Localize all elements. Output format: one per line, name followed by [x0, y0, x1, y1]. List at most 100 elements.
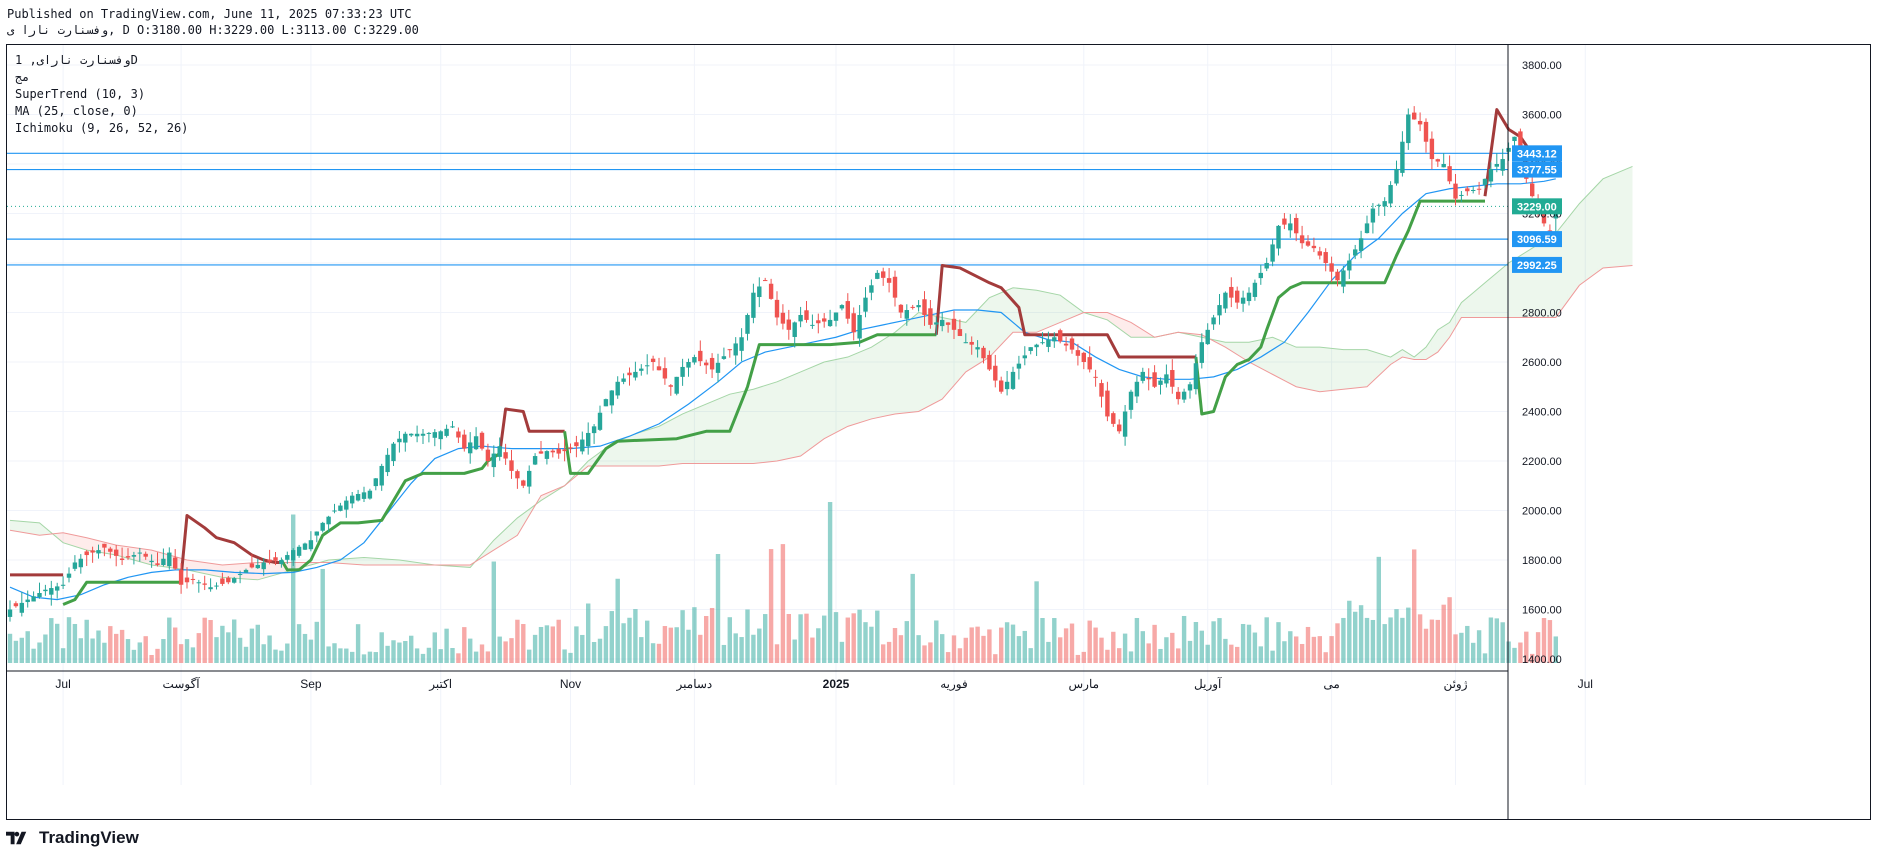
- candle-body: [314, 531, 319, 536]
- candle-body: [928, 308, 933, 325]
- volume-bar: [373, 652, 378, 663]
- ichimoku-cloud-green: [771, 381, 777, 462]
- volume-bar: [226, 632, 231, 663]
- volume-bar: [19, 637, 24, 663]
- ichimoku-cloud-green: [15, 520, 22, 533]
- candle-body: [686, 362, 691, 368]
- price-axis-tick: 1400.00: [1522, 654, 1562, 666]
- candle-body: [1311, 245, 1317, 249]
- candle-body: [586, 432, 591, 447]
- volume-bar: [863, 622, 868, 663]
- volume-bar: [7, 633, 13, 663]
- candle-body: [1229, 286, 1234, 298]
- volume-bar: [1111, 631, 1116, 663]
- volume-bar: [161, 639, 166, 663]
- candle-body: [733, 343, 738, 356]
- legend-supertrend[interactable]: SuperTrend (10, 3): [15, 87, 146, 101]
- ichimoku-cloud-green: [965, 316, 972, 372]
- volume-bar: [279, 650, 284, 663]
- last-price-label-bg: [1512, 198, 1562, 215]
- ichimoku-cloud-green: [900, 322, 907, 414]
- volume-bar: [379, 632, 384, 663]
- legend-ma[interactable]: MA (25, close, 0): [15, 104, 138, 118]
- candle-body: [957, 329, 963, 337]
- candle-body: [84, 551, 89, 556]
- candle-body: [49, 588, 54, 595]
- ichimoku-cloud-green: [1461, 297, 1468, 318]
- ichimoku-cloud-green: [1597, 178, 1603, 273]
- volume-bar: [916, 635, 921, 663]
- time-axis-tick: 2025: [823, 677, 850, 691]
- ichimoku-cloud-green: [1549, 233, 1556, 318]
- candle-body: [816, 320, 821, 324]
- volume-bar: [1087, 620, 1092, 663]
- candle-body: [114, 549, 119, 556]
- candle-body: [308, 540, 314, 550]
- indicator-legend: وفسنارت نارای, 1D مج SuperTrend (10, 3) …: [15, 52, 188, 137]
- candle-body: [833, 312, 839, 321]
- volume-bar: [1447, 597, 1452, 663]
- volume-bar: [1058, 637, 1063, 663]
- level-price-label: 2992.25: [1517, 260, 1557, 272]
- volume-bar: [1553, 636, 1558, 663]
- legend-exchange: مج: [15, 70, 30, 84]
- ichimoku-cloud-red: [74, 535, 81, 549]
- ichimoku-cloud-green: [1603, 176, 1609, 268]
- volume-bar: [49, 618, 54, 663]
- volume-bar: [1305, 626, 1311, 663]
- legend-ichimoku[interactable]: Ichimoku (9, 26, 52, 26): [15, 121, 189, 135]
- candle-body: [1223, 292, 1228, 309]
- ichimoku-cloud-green: [10, 520, 16, 532]
- ichimoku-cloud-green: [1313, 347, 1320, 392]
- candle-body: [822, 318, 827, 322]
- volume-bar: [355, 624, 361, 663]
- ichimoku-cloud-green: [1060, 295, 1067, 323]
- volume-bar: [1146, 643, 1151, 663]
- candle-body: [1081, 352, 1086, 362]
- ichimoku-cloud-green: [369, 557, 376, 565]
- volume-bar: [704, 616, 709, 663]
- volume-bar: [1530, 653, 1535, 663]
- volume-bar: [1400, 617, 1405, 663]
- volume-bar: [1264, 617, 1269, 663]
- candle-body: [538, 451, 544, 454]
- published-caption: Published on TradingView.com, June 11, 2…: [7, 7, 412, 21]
- level-price-label-bg: [1512, 145, 1562, 162]
- candle-body: [173, 557, 178, 569]
- chart-pane[interactable]: 3800.003600.003400.003200.003000.002800.…: [6, 44, 1871, 820]
- candle-body: [438, 431, 443, 440]
- price-chart[interactable]: 3800.003600.003400.003200.003000.002800.…: [7, 45, 1870, 819]
- candle-body: [367, 490, 373, 499]
- ichimoku-cloud-green: [954, 319, 960, 386]
- volume-bar: [237, 637, 243, 663]
- ichimoku-cloud-green: [1378, 353, 1385, 376]
- volume-bar: [1311, 636, 1317, 663]
- candle-body: [1176, 391, 1181, 400]
- candle-body: [951, 318, 957, 330]
- candle-body: [1453, 183, 1458, 199]
- volume-bar: [580, 634, 585, 663]
- ichimoku-cloud-green: [1219, 340, 1226, 348]
- volume-bar: [1016, 636, 1022, 663]
- ichimoku-cloud-green: [1225, 342, 1232, 351]
- ichimoku-cloud-green: [641, 430, 648, 466]
- time-axis-tick: Nov: [560, 677, 581, 691]
- candle-body: [1494, 164, 1499, 167]
- candle-body: [550, 450, 555, 453]
- price-axis-tick: 2000.00: [1522, 506, 1562, 518]
- candle-body: [609, 390, 614, 406]
- volume-bar: [509, 638, 514, 663]
- candle-body: [350, 495, 355, 504]
- ichimoku-cloud-green: [794, 371, 801, 458]
- legend-symbol[interactable]: وفسنارت نارای, 1D: [15, 53, 138, 67]
- candle-body: [338, 505, 343, 511]
- candle-body: [580, 439, 585, 452]
- candle-body: [391, 443, 396, 462]
- candle-body: [886, 278, 892, 283]
- candle-body: [945, 322, 951, 325]
- candle-body: [639, 368, 644, 371]
- candle-body: [1211, 317, 1216, 325]
- candle-body: [1028, 347, 1033, 351]
- volume-bar: [491, 561, 496, 663]
- candle-body: [562, 449, 567, 452]
